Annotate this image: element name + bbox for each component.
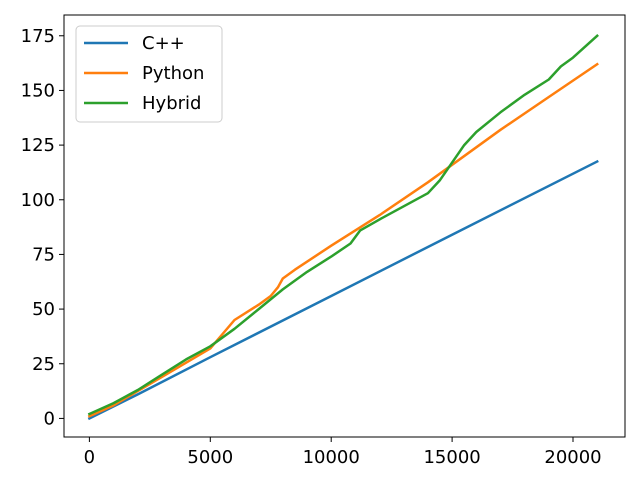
- y-tick-label: 50: [32, 299, 55, 320]
- y-tick-label: 25: [32, 354, 55, 375]
- axes-frame: [63, 14, 626, 438]
- x-tick-label: 15000: [423, 447, 480, 468]
- y-tick-label: 125: [21, 135, 55, 156]
- y-tick-label: 0: [44, 408, 55, 429]
- plot-area: [87, 34, 599, 421]
- series-line-python: [87, 62, 599, 418]
- legend-box: [75, 25, 223, 123]
- x-tick-label: 20000: [544, 447, 601, 468]
- x-tick-label: 5000: [187, 447, 233, 468]
- x-axis: 0 5000 10000 15000 20000: [84, 437, 602, 468]
- y-tick-label: 100: [21, 190, 55, 211]
- legend-label: C++: [142, 33, 185, 54]
- legend-label: Hybrid: [142, 93, 201, 114]
- series-line-hybrid: [87, 34, 599, 416]
- x-tick-label: 10000: [303, 447, 360, 468]
- y-tick-label: 175: [21, 26, 55, 47]
- series-line-cp: [87, 159, 599, 421]
- legend-label: Python: [142, 63, 204, 84]
- legend: C++ Python Hybrid: [75, 25, 223, 123]
- y-tick-label: 150: [21, 80, 55, 101]
- x-tick-label: 0: [84, 447, 95, 468]
- y-tick-label: 75: [32, 244, 55, 265]
- y-axis: 0 25 50 75 100 125 150 175: [21, 26, 64, 429]
